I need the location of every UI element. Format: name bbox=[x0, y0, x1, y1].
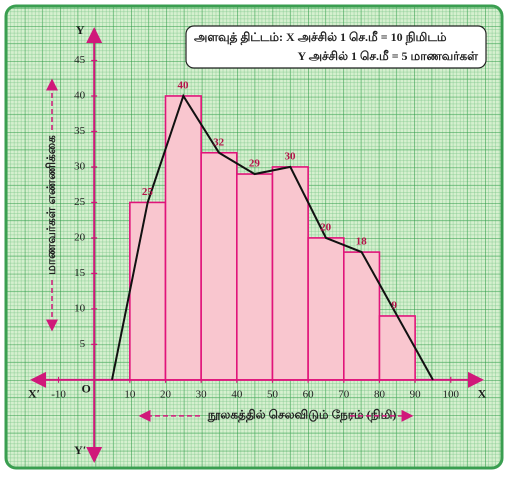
x-tick-label: 60 bbox=[303, 388, 315, 400]
y-tick-label: 30 bbox=[74, 160, 86, 172]
bar bbox=[164, 95, 202, 381]
bar-value-label: 25 bbox=[142, 186, 154, 198]
bar-value-label: 32 bbox=[213, 136, 225, 148]
x-axis-label: நூலகத்தில் செலவிடும் நேரம் (நிமி) bbox=[207, 408, 397, 423]
bar-value-label: 9 bbox=[391, 299, 397, 311]
x-tick-label: 70 bbox=[338, 388, 350, 400]
axis-name: Y′ bbox=[74, 443, 86, 457]
note-box bbox=[185, 25, 487, 69]
note-line: அளவுத் திட்டம்: X அச்சில் 1 செ.மீ = 10 ந… bbox=[194, 30, 447, 45]
bar bbox=[271, 166, 309, 381]
y-tick-label: 15 bbox=[74, 267, 86, 279]
bar bbox=[307, 237, 345, 381]
polygon-end bbox=[111, 202, 149, 381]
bar-value-label: 20 bbox=[320, 221, 332, 233]
y-tick-label: 45 bbox=[74, 54, 86, 66]
x-tick-label: 20 bbox=[160, 388, 172, 400]
origin-label: O bbox=[82, 382, 91, 396]
x-tick-label: -10 bbox=[51, 388, 66, 400]
y-tick-label: 10 bbox=[74, 302, 86, 314]
bar-value-label: 18 bbox=[356, 236, 368, 248]
scale-note: அளவுத் திட்டம்: X அச்சில் 1 செ.மீ = 10 ந… bbox=[185, 25, 487, 69]
polygon-end bbox=[396, 315, 434, 381]
x-tick-label: 30 bbox=[196, 388, 208, 400]
x-tick-label: 50 bbox=[267, 388, 279, 400]
x-tick-label: 40 bbox=[231, 388, 243, 400]
axis-name: Y bbox=[76, 23, 85, 37]
axis-name: X bbox=[478, 387, 487, 401]
x-tick-label: 10 bbox=[124, 388, 136, 400]
y-tick-label: 20 bbox=[74, 231, 86, 243]
x-tick-label: 90 bbox=[410, 388, 422, 400]
bar-value-label: 29 bbox=[249, 158, 261, 170]
frequency-polygon bbox=[146, 93, 399, 317]
y-tick-label: 25 bbox=[74, 196, 86, 208]
y-axis-label: மாணவர்கள் எண்ணிக்கை bbox=[44, 135, 58, 275]
y-tick-label: 5 bbox=[80, 338, 86, 350]
bar bbox=[342, 251, 381, 381]
bar-value-label: 40 bbox=[178, 79, 190, 91]
bar bbox=[378, 315, 416, 381]
note-line: Y அச்சில் 1 செ.மீ = 5 மாணவர்கள் bbox=[297, 49, 478, 63]
y-tick-label: 40 bbox=[74, 89, 86, 101]
x-tick-label: 100 bbox=[443, 388, 460, 400]
x-tick-label: 80 bbox=[374, 388, 386, 400]
bar bbox=[129, 201, 167, 381]
axis-name: X′ bbox=[28, 387, 40, 401]
bar bbox=[236, 173, 274, 381]
bar bbox=[200, 151, 238, 381]
bar-value-label: 30 bbox=[284, 150, 296, 162]
y-tick-label: 35 bbox=[74, 125, 86, 137]
